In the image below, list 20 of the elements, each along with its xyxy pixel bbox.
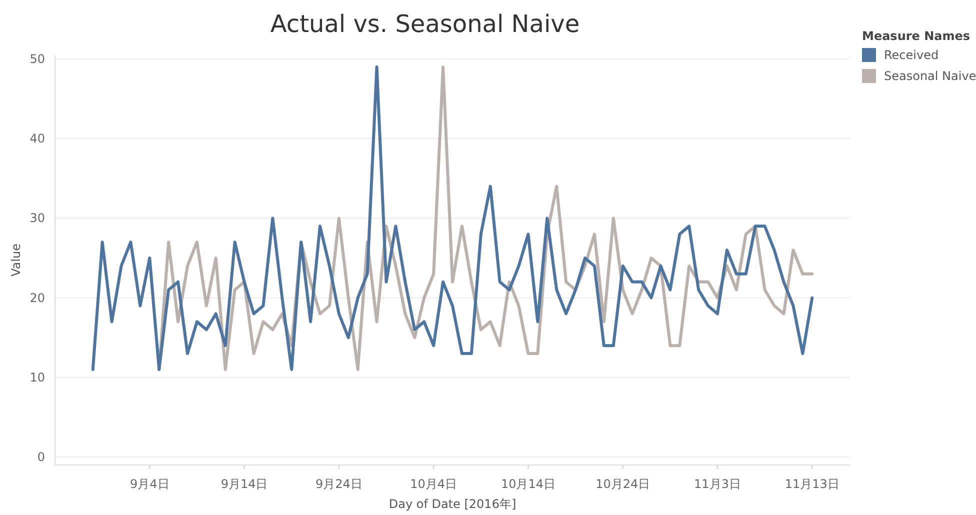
chart-title: Actual vs. Seasonal Naive (270, 10, 580, 38)
x-tick-label: 9月24日 (315, 477, 362, 491)
legend-label: Seasonal Naive (884, 69, 976, 83)
legend-title: Measure Names (862, 29, 970, 43)
x-tick-label: 11月3日 (694, 477, 741, 491)
x-tick-label: 11月13日 (784, 477, 840, 491)
y-tick-label: 20 (30, 290, 45, 305)
y-tick-label: 10 (30, 370, 45, 384)
x-tick-label: 9月14日 (220, 477, 268, 491)
x-tick-label: 9月4日 (130, 477, 170, 491)
x-tick-label: 10月14日 (500, 477, 556, 491)
y-tick-label: 50 (30, 52, 45, 66)
y-tick-label: 30 (30, 211, 45, 226)
x-tick-label: 10月24日 (596, 477, 650, 491)
y-tick-label: 0 (37, 450, 45, 464)
x-tick-label: 10月4日 (410, 477, 458, 491)
x-axis-title: Day of Date [2016年] (388, 497, 516, 511)
y-tick-label: 40 (30, 132, 45, 146)
legend-label: Received (884, 48, 939, 62)
y-axis-title: Value (9, 244, 23, 276)
